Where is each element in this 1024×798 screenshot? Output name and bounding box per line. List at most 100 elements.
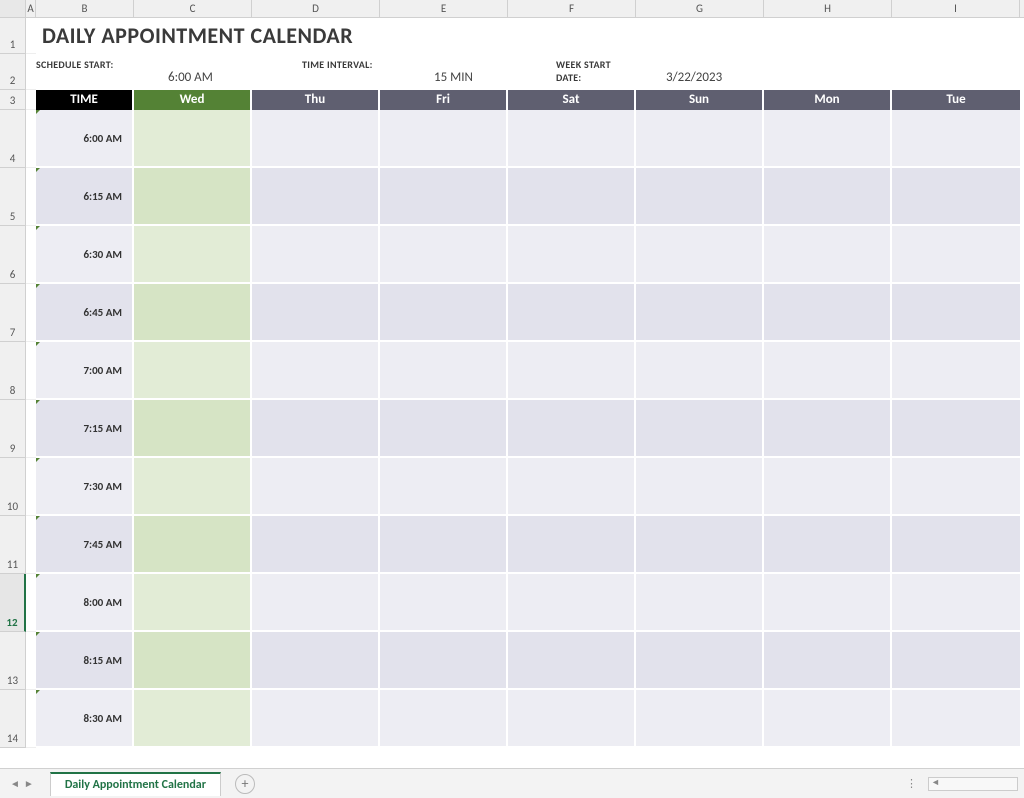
appt-cell-wed[interactable] bbox=[134, 110, 252, 168]
row-header-12[interactable]: 12 bbox=[0, 574, 26, 632]
header-day-sun[interactable]: Sun bbox=[636, 90, 764, 110]
appt-cell-thu[interactable] bbox=[252, 226, 380, 284]
row-header-8[interactable]: 8 bbox=[0, 342, 26, 400]
appt-cell-sat[interactable] bbox=[508, 690, 636, 748]
appt-cell-fri[interactable] bbox=[380, 110, 508, 168]
row-header-6[interactable]: 6 bbox=[0, 226, 26, 284]
appt-cell-mon[interactable] bbox=[764, 110, 892, 168]
appt-cell-thu[interactable] bbox=[252, 168, 380, 226]
header-day-wed[interactable]: Wed bbox=[134, 90, 252, 110]
appt-cell-tue[interactable] bbox=[892, 342, 1020, 400]
appt-cell-mon[interactable] bbox=[764, 342, 892, 400]
appt-cell-thu[interactable] bbox=[252, 400, 380, 458]
header-day-sat[interactable]: Sat bbox=[508, 90, 636, 110]
appt-cell-tue[interactable] bbox=[892, 516, 1020, 574]
appt-cell-sun[interactable] bbox=[636, 342, 764, 400]
appt-cell-mon[interactable] bbox=[764, 574, 892, 632]
tab-prev-icon[interactable]: ◄ bbox=[10, 777, 20, 790]
appt-cell-sat[interactable] bbox=[508, 168, 636, 226]
col-header-B[interactable]: B bbox=[36, 0, 134, 17]
appt-cell-thu[interactable] bbox=[252, 574, 380, 632]
row-header-1[interactable]: 1 bbox=[0, 18, 26, 54]
time-cell[interactable]: 7:15 AM bbox=[36, 400, 134, 458]
appt-cell-tue[interactable] bbox=[892, 284, 1020, 342]
appt-cell-fri[interactable] bbox=[380, 458, 508, 516]
col-header-H[interactable]: H bbox=[764, 0, 892, 17]
appt-cell-mon[interactable] bbox=[764, 632, 892, 690]
appt-cell-sat[interactable] bbox=[508, 110, 636, 168]
appt-cell-mon[interactable] bbox=[764, 516, 892, 574]
horizontal-scrollbar[interactable] bbox=[928, 777, 1018, 791]
appt-cell-wed[interactable] bbox=[134, 516, 252, 574]
appt-cell-tue[interactable] bbox=[892, 168, 1020, 226]
row-header-3[interactable]: 3 bbox=[0, 90, 26, 110]
appt-cell-sun[interactable] bbox=[636, 226, 764, 284]
appt-cell-wed[interactable] bbox=[134, 342, 252, 400]
appt-cell-sun[interactable] bbox=[636, 284, 764, 342]
appt-cell-mon[interactable] bbox=[764, 284, 892, 342]
time-cell[interactable]: 7:45 AM bbox=[36, 516, 134, 574]
header-time[interactable]: TIME bbox=[36, 90, 134, 110]
appt-cell-fri[interactable] bbox=[380, 400, 508, 458]
appt-cell-thu[interactable] bbox=[252, 516, 380, 574]
appt-cell-tue[interactable] bbox=[892, 110, 1020, 168]
col-header-E[interactable]: E bbox=[380, 0, 508, 17]
row-header-11[interactable]: 11 bbox=[0, 516, 26, 574]
value-schedule-start[interactable]: 6:00 AM bbox=[134, 54, 252, 90]
time-cell[interactable]: 7:00 AM bbox=[36, 342, 134, 400]
header-day-fri[interactable]: Fri bbox=[380, 90, 508, 110]
appt-cell-wed[interactable] bbox=[134, 690, 252, 748]
appt-cell-sat[interactable] bbox=[508, 226, 636, 284]
appt-cell-wed[interactable] bbox=[134, 284, 252, 342]
row-header-4[interactable]: 4 bbox=[0, 110, 26, 168]
col-header-I[interactable]: I bbox=[892, 0, 1020, 17]
header-day-mon[interactable]: Mon bbox=[764, 90, 892, 110]
appt-cell-sun[interactable] bbox=[636, 574, 764, 632]
appt-cell-sat[interactable] bbox=[508, 574, 636, 632]
appt-cell-fri[interactable] bbox=[380, 168, 508, 226]
appt-cell-sat[interactable] bbox=[508, 342, 636, 400]
appt-cell-sun[interactable] bbox=[636, 400, 764, 458]
appt-cell-sun[interactable] bbox=[636, 516, 764, 574]
appt-cell-thu[interactable] bbox=[252, 110, 380, 168]
col-header-C[interactable]: C bbox=[134, 0, 252, 17]
appt-cell-sun[interactable] bbox=[636, 168, 764, 226]
row-header-5[interactable]: 5 bbox=[0, 168, 26, 226]
row-header-9[interactable]: 9 bbox=[0, 400, 26, 458]
appt-cell-wed[interactable] bbox=[134, 226, 252, 284]
header-day-tue[interactable]: Tue bbox=[892, 90, 1020, 110]
value-week-start[interactable]: 3/22/2023 bbox=[636, 54, 764, 90]
appt-cell-fri[interactable] bbox=[380, 342, 508, 400]
col-header-G[interactable]: G bbox=[636, 0, 764, 17]
appt-cell-fri[interactable] bbox=[380, 632, 508, 690]
appt-cell-thu[interactable] bbox=[252, 342, 380, 400]
header-day-thu[interactable]: Thu bbox=[252, 90, 380, 110]
appt-cell-thu[interactable] bbox=[252, 690, 380, 748]
appt-cell-tue[interactable] bbox=[892, 226, 1020, 284]
appt-cell-mon[interactable] bbox=[764, 690, 892, 748]
select-all-corner[interactable] bbox=[0, 0, 26, 17]
row-header-7[interactable]: 7 bbox=[0, 284, 26, 342]
appt-cell-fri[interactable] bbox=[380, 284, 508, 342]
time-cell[interactable]: 6:15 AM bbox=[36, 168, 134, 226]
time-cell[interactable]: 8:30 AM bbox=[36, 690, 134, 748]
appt-cell-sun[interactable] bbox=[636, 632, 764, 690]
appt-cell-fri[interactable] bbox=[380, 574, 508, 632]
appt-cell-mon[interactable] bbox=[764, 226, 892, 284]
appt-cell-fri[interactable] bbox=[380, 516, 508, 574]
appt-cell-wed[interactable] bbox=[134, 632, 252, 690]
appt-cell-thu[interactable] bbox=[252, 284, 380, 342]
row-header-14[interactable]: 14 bbox=[0, 690, 26, 748]
time-cell[interactable]: 8:00 AM bbox=[36, 574, 134, 632]
appt-cell-thu[interactable] bbox=[252, 632, 380, 690]
row-header-13[interactable]: 13 bbox=[0, 632, 26, 690]
appt-cell-sat[interactable] bbox=[508, 458, 636, 516]
value-time-interval[interactable]: 15 MIN bbox=[380, 54, 508, 90]
row-header-2[interactable]: 2 bbox=[0, 54, 26, 90]
appt-cell-tue[interactable] bbox=[892, 632, 1020, 690]
sheet-tab-active[interactable]: Daily Appointment Calendar bbox=[50, 772, 221, 796]
appt-cell-sun[interactable] bbox=[636, 458, 764, 516]
appt-cell-sat[interactable] bbox=[508, 400, 636, 458]
appt-cell-sat[interactable] bbox=[508, 284, 636, 342]
appt-cell-sun[interactable] bbox=[636, 690, 764, 748]
